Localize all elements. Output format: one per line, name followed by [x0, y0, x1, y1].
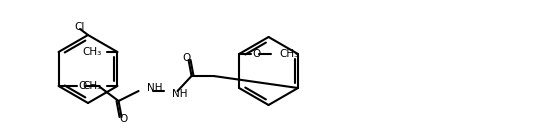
Text: NH: NH	[146, 83, 162, 93]
Text: Cl: Cl	[75, 22, 85, 32]
Text: CH₃: CH₃	[82, 47, 102, 57]
Text: CH₃: CH₃	[82, 81, 102, 91]
Text: NH: NH	[172, 89, 187, 99]
Text: O: O	[182, 53, 190, 63]
Text: O: O	[252, 49, 260, 59]
Text: O: O	[119, 114, 128, 124]
Text: CH₃: CH₃	[279, 49, 299, 59]
Text: O: O	[79, 81, 87, 91]
